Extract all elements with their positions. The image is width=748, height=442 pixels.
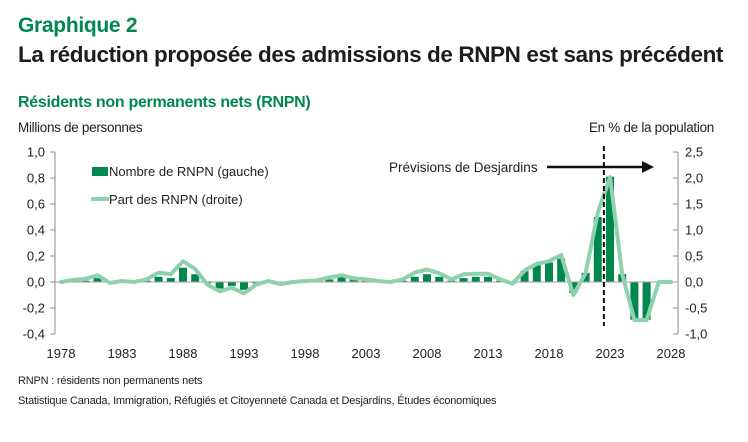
right-axis-tick-label: 1,5 <box>685 197 703 212</box>
bar-2022 <box>593 217 602 282</box>
bar-1989 <box>191 274 200 282</box>
chart-subtitle: Résidents non permanents nets (RNPN) <box>18 94 311 111</box>
bar-1988 <box>179 267 187 282</box>
right-axis-tick-label: 2,0 <box>685 171 703 186</box>
bar-2013 <box>484 276 492 282</box>
bar-2017 <box>532 265 541 282</box>
left-axis-unit-label: Millions de personnes <box>18 120 143 135</box>
legend-bar-label: Nombre de RNPN (gauche) <box>109 164 269 179</box>
bar-2019 <box>557 258 566 282</box>
left-axis-tick-label: 0,6 <box>27 197 45 212</box>
legend: Nombre de RNPN (gauche) Part des RNPN (dr… <box>91 164 269 207</box>
axes-group: 1,0 0,8 0,6 0,4 0,2 0,0 -0,2 -0,4 2,5 2,0 1,5 1,0 0,… <box>23 145 708 362</box>
right-axis-tick-label: 0,5 <box>685 249 703 264</box>
x-axis-tick-label: 1988 <box>169 346 198 361</box>
bar-2011 <box>459 278 468 282</box>
bar-1981 <box>93 278 102 282</box>
left-axis-tick-label: -0,2 <box>23 301 45 316</box>
left-axis-tick-label: 0,0 <box>27 275 45 290</box>
right-axis-tick-label: 0,0 <box>685 275 703 290</box>
legend-bar-swatch <box>92 167 108 176</box>
left-axis-tick-label: -0,4 <box>23 327 45 342</box>
bar-1980 <box>81 280 90 282</box>
x-axis-tick-label: 1993 <box>230 346 259 361</box>
bar-2001 <box>337 276 346 282</box>
bar-2000 <box>325 279 334 282</box>
chart-kicker: Graphique 2 <box>18 14 138 37</box>
bar-2016 <box>520 270 529 282</box>
bar-1986 <box>154 276 163 282</box>
bar-1991 <box>215 282 224 289</box>
x-axis-tick-label: 2003 <box>352 346 381 361</box>
line-series <box>59 175 673 322</box>
bar-1992 <box>227 282 236 286</box>
bar-1987 <box>166 278 175 282</box>
x-axis-tick-label: 2028 <box>657 346 686 361</box>
bar-2007 <box>410 276 419 282</box>
left-axis-tick-label: 1,0 <box>27 145 45 160</box>
chart-title: La réduction proposée des admissions de … <box>18 42 724 67</box>
bar-2018 <box>545 262 553 282</box>
x-axis-tick-label: 2018 <box>535 346 564 361</box>
bar-2002 <box>349 279 358 282</box>
legend-line-label: Part des RNPN (droite) <box>109 192 243 207</box>
forecast-annotation-label: Prévisions de Desjardins <box>389 160 538 175</box>
right-axis-tick-label: -0,5 <box>685 301 707 316</box>
bar-2025 <box>630 282 639 320</box>
x-axis-tick-label: 2008 <box>413 346 442 361</box>
bar-2020 <box>569 282 578 294</box>
bar-2008 <box>423 274 431 282</box>
annotation-group: Prévisions de Desjardins <box>389 146 654 326</box>
right-axis-tick-label: 1,0 <box>685 223 703 238</box>
source-note: Statistique Canada, Immigration, Réfugié… <box>18 395 497 407</box>
right-axis-tick-label: 2,5 <box>685 145 703 160</box>
right-axis-tick-label: -1,0 <box>685 327 707 342</box>
x-axis-tick-label: 2013 <box>474 346 503 361</box>
x-axis-tick-label: 1978 <box>47 346 76 361</box>
x-axis-tick-label: 1998 <box>291 346 320 361</box>
footnote: RNPN : résidents non permanents nets <box>18 375 203 387</box>
bar-1993 <box>240 282 248 290</box>
bar-2023 <box>606 176 614 282</box>
right-axis-unit-label: En % de la population <box>588 120 714 135</box>
left-axis-tick-label: 0,2 <box>27 249 45 264</box>
x-axis-tick-label: 1983 <box>108 346 137 361</box>
bar-2009 <box>435 276 444 282</box>
bar-2026 <box>642 282 651 320</box>
left-axis-tick-label: 0,8 <box>27 171 45 186</box>
bar-2012 <box>471 276 480 282</box>
x-axis-tick-label: 2023 <box>596 346 625 361</box>
forecast-arrow-head-icon <box>642 161 654 173</box>
left-axis-tick-label: 0,4 <box>27 223 45 238</box>
bar-2021 <box>581 272 590 282</box>
